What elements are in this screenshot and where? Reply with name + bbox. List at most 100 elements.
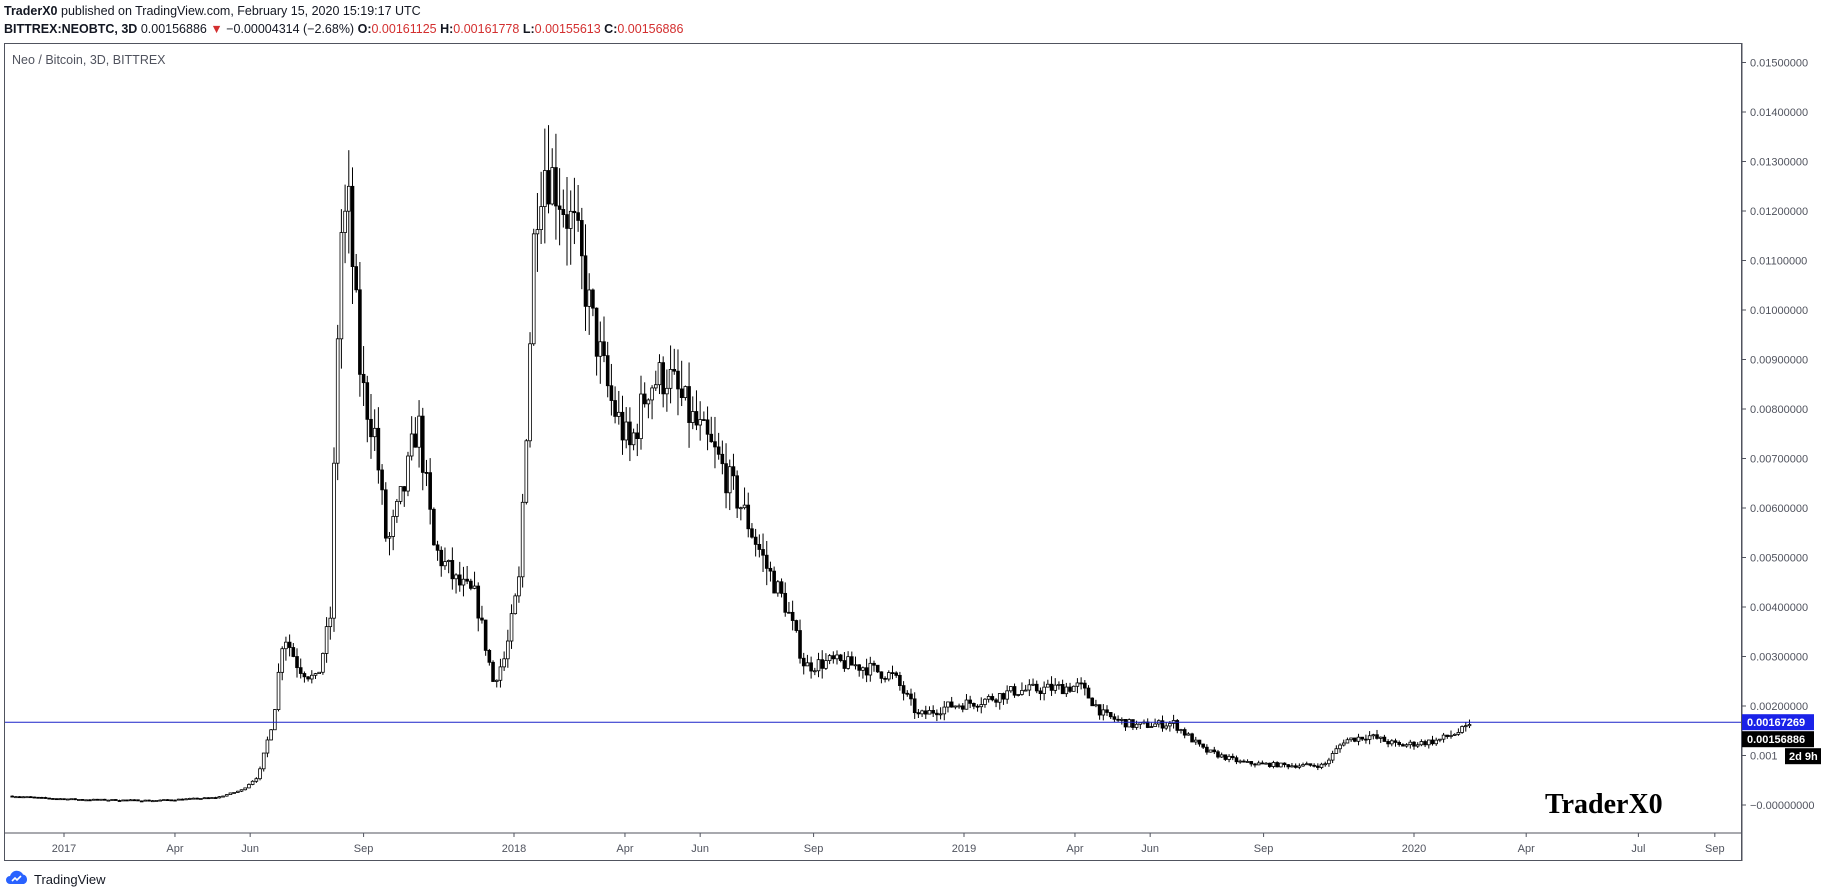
candle (1212, 746, 1217, 755)
candle-body (776, 581, 780, 594)
candle-body (513, 595, 518, 615)
candle (1327, 757, 1331, 767)
candle (25, 796, 29, 799)
candle (1105, 705, 1109, 716)
candle (287, 634, 292, 657)
candle (864, 658, 869, 683)
price-change: −0.00004314 (−2.68%) (226, 22, 355, 36)
candle (498, 658, 503, 688)
candle-body (739, 507, 743, 510)
candle-body (1267, 762, 1272, 767)
candle (199, 798, 203, 800)
candle (798, 619, 802, 664)
candle-body (683, 386, 688, 398)
candle-body (1216, 751, 1220, 758)
candle-body (1071, 685, 1076, 692)
candle (339, 209, 344, 369)
candle-body (47, 797, 52, 800)
candle (358, 261, 362, 397)
candle-body (1034, 683, 1039, 692)
candle (154, 800, 159, 802)
candle-body (232, 792, 236, 794)
candle-body (838, 654, 843, 661)
candle-body (1304, 763, 1309, 766)
candle-body (113, 799, 118, 801)
candle (827, 654, 832, 665)
candle (343, 184, 347, 264)
candle-body (912, 698, 917, 714)
candle (1053, 678, 1058, 694)
candle-body (905, 692, 910, 695)
candle (1009, 686, 1013, 693)
candle-body (605, 355, 610, 387)
candle-body (187, 798, 192, 800)
candle-body (591, 289, 595, 309)
candle-body (236, 790, 240, 793)
candle (543, 128, 547, 244)
open-value: 0.00161125 (371, 22, 437, 36)
candle-body (653, 384, 658, 389)
high-key: H: (440, 22, 454, 36)
candle (1149, 722, 1154, 729)
candle-body (1286, 764, 1291, 768)
publish-line: TraderX0 published on TradingView.com, F… (4, 2, 683, 20)
candle (491, 660, 495, 682)
candle-body (979, 704, 984, 708)
candle-body (868, 662, 873, 676)
author-name[interactable]: TraderX0 (4, 4, 58, 18)
candle-body (694, 411, 699, 426)
candle-body (284, 641, 288, 650)
candle-body (1101, 709, 1106, 716)
candle-body (1393, 740, 1398, 743)
candle-body (247, 784, 251, 789)
candle (121, 799, 125, 802)
candle-body (1023, 689, 1028, 692)
candle (528, 332, 532, 448)
candle (779, 578, 784, 598)
candle (1094, 699, 1098, 708)
tradingview-cloud-icon[interactable] (4, 870, 30, 889)
price-tick-label: 0.01200000 (1750, 206, 1808, 218)
candle (676, 349, 680, 416)
candle (1175, 718, 1180, 734)
last-price-label-group: 0.00156886 (1742, 731, 1814, 748)
candle-body (1408, 741, 1413, 746)
candle (1356, 733, 1361, 746)
tradingview-brand[interactable]: TradingView (34, 872, 106, 887)
candle-body (1293, 765, 1298, 768)
candle-body (1208, 749, 1213, 753)
candle (653, 370, 658, 391)
candle (69, 798, 74, 801)
time-tick-label: Jul (1631, 843, 1645, 855)
candle (724, 443, 728, 509)
candle-body (1467, 724, 1472, 727)
candle-body (1120, 719, 1124, 721)
candle (306, 676, 310, 682)
candle (1290, 762, 1294, 768)
candle (764, 540, 769, 586)
candle (964, 694, 969, 710)
candle (805, 654, 810, 667)
candle (1160, 715, 1165, 732)
candle (1145, 718, 1150, 729)
candle (591, 288, 595, 317)
candle-body (576, 212, 580, 221)
candle-body (432, 508, 436, 546)
candle (1034, 680, 1039, 694)
candle-body (539, 206, 543, 230)
candle-body (1390, 740, 1394, 745)
open-key: O: (357, 22, 372, 36)
candle-body (165, 799, 170, 802)
candle-body (335, 338, 340, 464)
candle (1415, 742, 1420, 749)
candle-body (587, 289, 592, 307)
candle-body (1327, 759, 1331, 765)
candle (143, 799, 148, 802)
candle-body (1108, 712, 1113, 718)
candle-body (705, 419, 710, 435)
candle-body (402, 486, 407, 492)
candle (1023, 684, 1028, 692)
low-key: L: (522, 22, 535, 36)
candle-body (972, 702, 976, 707)
